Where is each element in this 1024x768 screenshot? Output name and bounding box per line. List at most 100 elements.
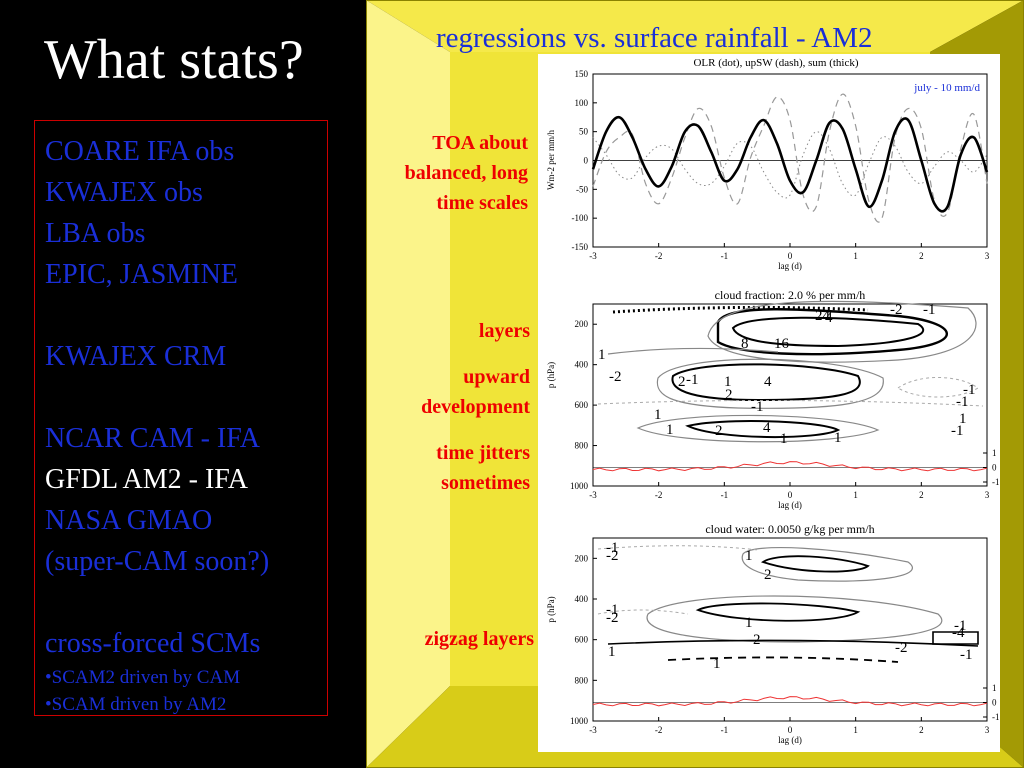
chart1-ytick-label: 150: [575, 69, 589, 79]
chart3-contour-label: 2: [764, 567, 772, 583]
slide-title: What stats?: [44, 29, 304, 91]
chart1-annotation: july - 10 mm/d: [913, 82, 980, 94]
chart3-contour-label: -1: [606, 540, 619, 556]
chart1-xtick-label: -3: [589, 251, 597, 261]
chart2-xtick-label: 0: [788, 490, 793, 500]
chart3-xtick-label: -1: [721, 725, 729, 735]
chart2-contour: [607, 347, 779, 355]
chart3-contour-label: 2: [753, 632, 761, 648]
list-item: cross-forced SCMs: [45, 628, 261, 659]
chart2-xtick-label: -3: [589, 490, 597, 500]
chart3-contour-label: 1: [713, 656, 721, 672]
chart2-contour: [731, 316, 925, 348]
chart3-xtick-label: 2: [919, 725, 924, 735]
list-item: KWAJEX CRM: [45, 341, 227, 372]
chart3-contour-label: -1: [960, 647, 973, 663]
chart1-ytick-label: -50: [576, 184, 588, 194]
chart2-contour: [636, 414, 880, 443]
list-item: LBA obs: [45, 218, 146, 249]
chart2-title: cloud fraction: 2.0 % per mm/h: [715, 288, 866, 302]
chart1-ytick-label: -100: [572, 213, 589, 223]
chart2-contour-label: 16: [774, 336, 790, 352]
chart2-contour-label: -1: [963, 382, 976, 398]
chart3-contour: [667, 656, 899, 663]
frame-left: [366, 0, 450, 768]
chart-heading: regressions vs. surface rainfall - AM2: [436, 22, 873, 54]
chart3-contour-label: -4: [952, 625, 965, 641]
chart3-xtick-label: 0: [788, 725, 793, 735]
chart3-xtick-label: 1: [853, 725, 858, 735]
chart2-contour-label: 1: [654, 407, 662, 423]
chart3-contour-label: 1: [745, 548, 753, 564]
chart2-contour-label: 1: [780, 431, 788, 447]
list-item: NASA GMAO: [45, 505, 213, 536]
chart3-title: cloud water: 0.0050 g/kg per mm/h: [705, 522, 874, 536]
list-item: COARE IFA obs: [45, 136, 235, 167]
chart1-ytick-label: 100: [575, 98, 589, 108]
chart2-xtick-label: 2: [919, 490, 924, 500]
chart1-series-olr: [592, 131, 988, 199]
chart3-contour: [607, 639, 979, 647]
chart2-contour-label: 1: [834, 430, 842, 446]
chart1-xtick-label: -1: [721, 251, 729, 261]
chart3-xtick-label: -2: [655, 725, 663, 735]
chart2-contour: [597, 399, 984, 407]
chart1-ylabel: Wm-2 per mm/h: [546, 130, 556, 190]
chart2-contour-label: -1: [956, 394, 969, 410]
chart2-frame: [592, 303, 988, 487]
list-item: (super-CAM soon?): [45, 546, 270, 577]
left-column: What stats? COARE IFA obs KWAJEX obs LBA o…: [0, 0, 366, 768]
chart3-contour-label: -2: [895, 640, 908, 656]
chart3-rtick-label: 0: [992, 698, 997, 708]
dataset-list: COARE IFA obs KWAJEX obs LBA obs EPIC, JASM…: [34, 120, 328, 716]
chart2-xtick-label: 1: [853, 490, 858, 500]
chart1-ytick-label: 50: [579, 127, 589, 137]
list-spacer: [45, 377, 327, 418]
chart3-rtick-label: -1: [992, 712, 1000, 722]
chart3-xtick-label: 3: [985, 725, 990, 735]
chart3-contour: [597, 609, 689, 615]
chart2-contour: [656, 358, 884, 409]
chart1-xtick-label: 0: [788, 251, 793, 261]
chart2-contour-label: -2: [890, 302, 903, 318]
chart3-contour-label: -1: [606, 602, 619, 618]
chart3-contour-label: 1: [608, 644, 616, 660]
chart2-contour-label: 4: [825, 310, 833, 326]
chart3-contour: [695, 602, 861, 622]
chart2-contour-label: -1: [923, 302, 936, 318]
chart3-contour: [597, 545, 759, 551]
chart3-xlabel: lag (d): [778, 735, 802, 745]
list-item: NCAR CAM - IFA: [45, 423, 260, 454]
chart1-xtick-label: -2: [655, 251, 663, 261]
chart3-rtick-label: 1: [992, 683, 997, 693]
chart3-frame: [592, 537, 988, 722]
chart2-contour-label: 4: [763, 420, 771, 436]
chart3-contour-label: 1: [745, 615, 753, 631]
chart2-contour: [897, 377, 979, 398]
chart2-rain-series: [592, 461, 988, 472]
chart3-ytick-label: 600: [575, 635, 589, 645]
list-spacer: [45, 295, 327, 336]
chart2-contour-label: 2: [725, 387, 733, 403]
chart2-xtick-label: -2: [655, 490, 663, 500]
chart3-contour-label: -1: [954, 618, 967, 634]
chart3-contour-label: -2: [606, 548, 619, 564]
chart2-xtick-label: 3: [985, 490, 990, 500]
chart1-series-upsw: [592, 93, 988, 223]
chart2-ytick-label: 600: [575, 400, 589, 410]
chart1-title: OLR (dot), upSW (dash), sum (thick): [693, 57, 858, 69]
chart3-rain-series: [592, 696, 988, 707]
list-item: •SCAM driven by AM2: [45, 694, 227, 715]
chart2-contour-label: 2: [715, 423, 723, 439]
note-zigzag: zigzag layers: [424, 628, 534, 650]
chart1-ytick-label: -150: [572, 242, 589, 252]
chart3-xtick-label: -3: [589, 725, 597, 735]
chart2-xtick-label: -1: [721, 490, 729, 500]
chart2-rtick-label: -1: [992, 477, 1000, 487]
chart2-contour-label: -1: [951, 423, 964, 439]
chart2-ylabel: p (hPa): [546, 362, 556, 388]
chart3-ylabel: p (hPa): [546, 596, 556, 622]
chart2-contour-label: 4: [764, 374, 772, 390]
chart3-ytick-label: 400: [575, 594, 589, 604]
chart2-xlabel: lag (d): [778, 500, 802, 510]
